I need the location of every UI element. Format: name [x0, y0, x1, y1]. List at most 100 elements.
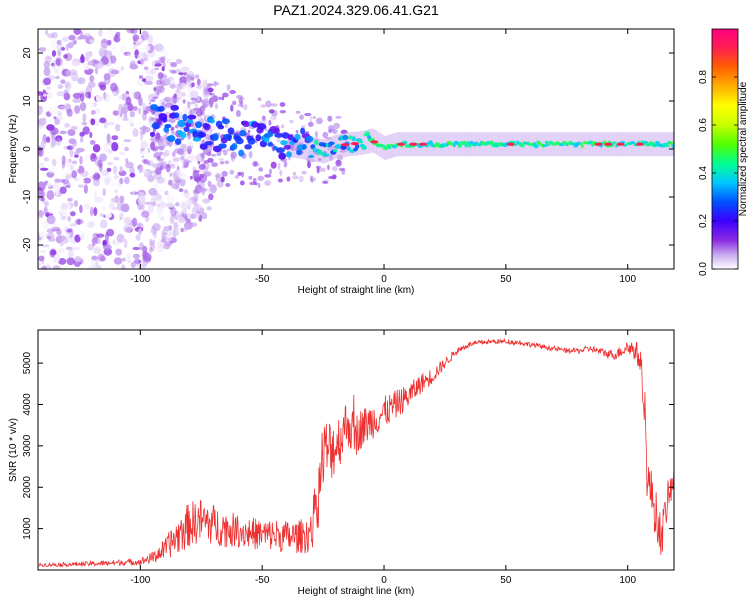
- spectrogram-noise-blob: [206, 206, 212, 211]
- spectrogram-noise-blob: [191, 99, 197, 104]
- spectrogram-ridge-blob: [195, 121, 203, 129]
- spectrogram-noise-blob: [153, 229, 157, 239]
- spectrogram-noise-blob: [63, 92, 71, 101]
- spectrogram-noise-blob: [103, 175, 112, 183]
- spectrogram-noise-blob: [117, 111, 121, 121]
- spectrogram-noise-blob: [47, 166, 55, 174]
- spectrogram-ridge-blob: [212, 133, 219, 141]
- spectrogram-noise-blob: [191, 97, 197, 101]
- spectrogram-peak-blob: [350, 142, 359, 146]
- spectrogram-noise-blob: [119, 212, 124, 218]
- spectrogram-noise-blob: [65, 174, 73, 179]
- spectrogram-noise-blob: [64, 158, 73, 168]
- spectrogram-ridge-blob: [203, 123, 211, 131]
- spectrogram-noise-blob: [119, 165, 123, 173]
- spectrogram-noise-blob: [139, 246, 148, 251]
- spectrogram-noise-blob: [72, 39, 77, 45]
- spectrogram-noise-blob: [194, 184, 202, 194]
- spectrogram-noise-blob: [130, 29, 138, 34]
- spectrogram-noise-blob: [338, 167, 346, 172]
- spectrogram-noise-blob: [106, 167, 112, 172]
- spectrogram-noise-blob: [140, 150, 150, 161]
- spectrogram-noise-blob: [51, 31, 58, 39]
- spectrogram-noise-blob: [95, 66, 99, 75]
- spectrogram-noise-blob: [102, 188, 106, 197]
- spectrogram-noise-blob: [199, 105, 206, 112]
- spectrogram-noise-blob: [148, 247, 153, 254]
- spectrogram-noise-blob: [132, 128, 139, 138]
- spectrogram-noise-blob: [150, 225, 157, 235]
- spectrogram-ridge-blob: [296, 149, 303, 156]
- spectrogram-noise-blob: [41, 244, 50, 248]
- spectrogram-noise-blob: [134, 257, 139, 267]
- spectrogram-noise-blob: [207, 87, 214, 93]
- spectrogram-noise-blob: [139, 127, 144, 130]
- figure-title: PAZ1.2024.329.06.41.G21: [273, 2, 439, 18]
- x-tick-label: 50: [500, 274, 512, 285]
- spectrogram-ridge-blob: [563, 141, 568, 144]
- spectrogram-noise-blob: [105, 213, 112, 218]
- spectrogram-noise-blob: [181, 66, 190, 72]
- spectrogram-noise-blob: [124, 256, 133, 262]
- spectrogram-y-ticks: -20 -10 0 10 20: [22, 47, 674, 252]
- spectrogram-noise-blob: [243, 104, 248, 111]
- spectrogram-noise-blob: [123, 139, 132, 143]
- spectrogram-noise-blob: [204, 170, 212, 177]
- spectrogram-halo-cell: [294, 134, 297, 158]
- spectrogram-ridge-blob: [380, 144, 386, 148]
- spectrogram-noise-blob: [90, 110, 96, 115]
- spectrogram-noise-blob: [43, 157, 50, 162]
- spectrogram-noise-blob: [143, 125, 148, 130]
- spectrogram-noise-blob: [229, 90, 237, 94]
- spectrogram-noise-blob: [45, 29, 49, 36]
- spectrogram-noise-blob: [97, 159, 103, 168]
- spectrogram-noise-blob: [148, 238, 153, 246]
- spectrogram-noise-blob: [170, 163, 176, 169]
- spectrogram-ridge-blob: [180, 131, 187, 139]
- spectrogram-ridge-blob: [231, 143, 238, 150]
- spectrogram-ridge-blob: [187, 114, 197, 120]
- spectrogram-noise-blob: [96, 233, 105, 238]
- spectrogram-peak-blob: [635, 142, 644, 146]
- spectrogram-noise-blob: [188, 101, 196, 105]
- spectrogram-noise-blob: [72, 98, 82, 103]
- spectrogram-noise-blob: [54, 82, 59, 90]
- spectrogram-noise-blob: [61, 155, 66, 165]
- spectrogram-noise-blob: [187, 172, 191, 181]
- spectrogram-noise-blob: [163, 134, 168, 142]
- spectrogram-noise-blob: [163, 152, 167, 159]
- spectrogram-noise-blob: [205, 134, 210, 140]
- spectrogram-noise-blob: [143, 170, 148, 175]
- spectrogram-noise-blob: [307, 121, 314, 127]
- spectrogram-noise-blob: [43, 66, 51, 77]
- spectrogram-noise-blob: [301, 170, 307, 175]
- spectrogram-noise-blob: [67, 41, 74, 49]
- spectrogram-noise-blob: [46, 86, 51, 91]
- spectrogram-ridge-blob: [278, 152, 287, 160]
- spectrogram-noise-blob: [150, 68, 157, 75]
- spectrogram-noise-blob: [46, 136, 51, 143]
- spectrogram-noise-blob: [72, 246, 81, 251]
- spectrogram-ridge-blob: [452, 143, 456, 148]
- spectrogram-noise-blob: [94, 156, 102, 167]
- spectrogram-ridge-blob: [328, 141, 335, 146]
- colorbar: 0.0 0.2 0.4 0.6 0.8 Normalized spectral ampl…: [698, 28, 749, 276]
- spectrogram-noise-blob: [292, 171, 297, 176]
- spectrogram-noise-blob: [103, 113, 111, 119]
- spectrogram-noise-blob: [111, 196, 121, 204]
- spectrogram-noise-blob: [228, 84, 231, 90]
- spectrogram-ridge-blob: [466, 141, 470, 145]
- spectrogram-noise-blob: [170, 69, 177, 74]
- spectrogram-ridge-blob: [170, 104, 179, 111]
- spectrogram-noise-blob: [101, 206, 107, 210]
- spectrogram-noise-blob: [52, 265, 61, 269]
- spectrogram-noise-blob: [152, 96, 159, 100]
- spectrogram-peak-blob: [604, 142, 613, 146]
- spectrogram-noise-blob: [209, 92, 213, 96]
- spectrogram-noise-blob: [177, 94, 187, 98]
- spectrogram-noise-blob: [51, 140, 57, 148]
- spectrogram-noise-blob: [149, 242, 156, 252]
- spectrogram-noise-blob: [132, 253, 140, 259]
- spectrogram-ridge-blob: [174, 138, 182, 146]
